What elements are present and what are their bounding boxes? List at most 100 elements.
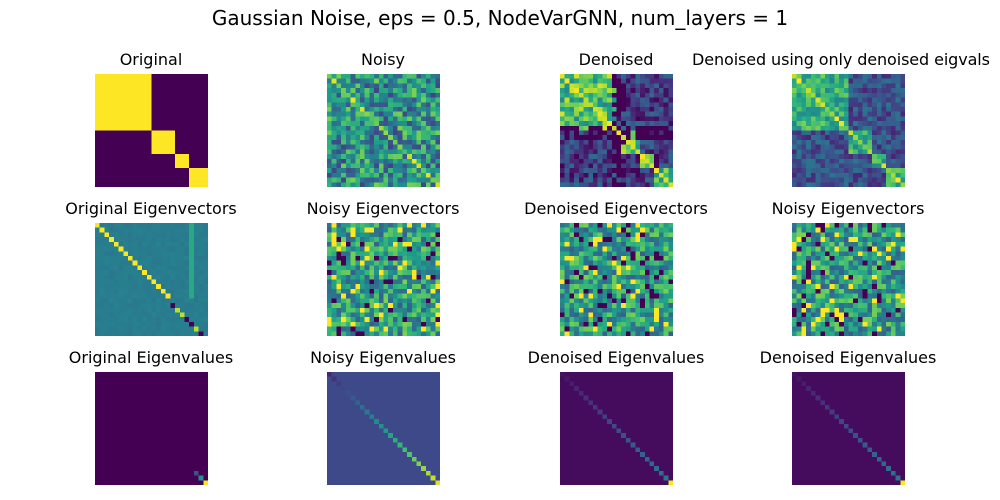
heatmap-cell (867, 158, 873, 164)
heatmap-cell (886, 106, 891, 112)
heatmap-cell (611, 154, 617, 159)
heatmap-cell (792, 111, 797, 117)
heatmap-cell (175, 386, 180, 391)
heatmap-cell (132, 312, 138, 318)
heatmap-cell (900, 331, 905, 336)
heatmap-cell (369, 288, 375, 294)
heatmap-cell (123, 88, 129, 93)
heatmap-cell (564, 168, 570, 173)
heatmap-cell (193, 372, 199, 377)
heatmap-cell (886, 144, 891, 150)
heatmap-cell (123, 386, 129, 391)
heatmap-cell (578, 130, 584, 136)
heatmap-cell (815, 303, 821, 308)
heatmap-cell (95, 312, 100, 318)
heatmap-cell (336, 246, 342, 252)
heatmap-cell (649, 182, 655, 187)
heatmap-cell (397, 227, 403, 233)
heatmap-cell (848, 260, 854, 266)
heatmap-cell (392, 317, 398, 322)
heatmap-cell (388, 255, 394, 261)
heatmap-cell (824, 130, 830, 136)
heatmap-cell (857, 163, 863, 169)
heatmap-cell (407, 232, 412, 238)
heatmap-cell (345, 303, 351, 308)
heatmap-cell (193, 168, 199, 173)
heatmap-cell (407, 260, 412, 266)
heatmap-cell (857, 177, 863, 183)
heatmap-cell (792, 158, 797, 164)
heatmap-cell (839, 265, 844, 271)
heatmap-cell (834, 172, 840, 178)
heatmap-cell (364, 163, 370, 169)
heatmap-cell (132, 168, 138, 173)
heatmap-cell (607, 223, 612, 228)
heatmap-cell (616, 293, 622, 299)
heatmap-cell (193, 303, 199, 308)
heatmap-cell (193, 331, 199, 336)
heatmap-cell (397, 265, 403, 271)
heatmap-cell (189, 400, 194, 406)
heatmap-cell (350, 125, 356, 131)
heatmap-cell (867, 232, 873, 238)
heatmap-cell (890, 111, 896, 117)
heatmap-cell (602, 312, 608, 318)
heatmap-cell (583, 279, 589, 285)
heatmap-cell (881, 177, 887, 183)
heatmap-cell (635, 88, 641, 93)
heatmap-cell (156, 182, 162, 187)
heatmap-cell (350, 154, 356, 159)
heatmap-cell (886, 293, 891, 299)
heatmap-cell (137, 149, 143, 155)
heatmap-cell (388, 135, 394, 141)
heatmap-cell (810, 102, 816, 108)
heatmap-cell (137, 270, 143, 275)
heatmap-cell (792, 125, 797, 131)
heatmap-cell (649, 237, 655, 242)
heatmap-cell (95, 423, 100, 429)
heatmap-cell (663, 274, 669, 280)
heatmap-cell (560, 177, 565, 183)
heatmap-cell (843, 111, 849, 117)
heatmap-cell (895, 149, 901, 155)
heatmap-cell (806, 158, 811, 164)
heatmap-cell (416, 135, 422, 141)
heatmap-cell (578, 293, 584, 299)
heatmap-cell (867, 106, 873, 112)
heatmap-cell (630, 74, 636, 79)
heatmap-cell (564, 97, 570, 103)
heatmap-cell (829, 144, 835, 150)
heatmap-svg (95, 372, 208, 485)
heatmap-cell (137, 326, 143, 332)
heatmap-cell (388, 303, 394, 308)
heatmap-cell (649, 293, 655, 299)
heatmap-cell (810, 246, 816, 252)
heatmap-cell (886, 102, 891, 108)
heatmap-cell (151, 395, 157, 401)
heatmap-cell (658, 307, 664, 313)
heatmap-cell (104, 223, 110, 228)
heatmap-cell (843, 116, 849, 122)
heatmap-cell (99, 414, 105, 420)
heatmap-cell (857, 331, 863, 336)
heatmap-cell (829, 97, 835, 103)
heatmap-cell (839, 298, 844, 304)
heatmap-cell (137, 139, 143, 145)
heatmap-cell (350, 251, 356, 257)
heatmap-cell (630, 227, 636, 233)
heatmap-cell (95, 409, 100, 415)
heatmap-cell (621, 270, 627, 275)
heatmap-cell (583, 260, 589, 266)
heatmap-cell (156, 237, 162, 242)
heatmap-cell (407, 284, 412, 290)
heatmap-cell (644, 97, 650, 103)
heatmap-cell (630, 284, 636, 290)
heatmap-cell (611, 172, 617, 178)
heatmap-cell (203, 154, 208, 159)
heatmap-cell (625, 74, 631, 79)
heatmap-cell (402, 321, 408, 327)
heatmap-cell (109, 260, 114, 266)
heatmap-cell (607, 227, 612, 233)
heatmap-cell (132, 106, 138, 112)
heatmap-cell (862, 255, 868, 261)
